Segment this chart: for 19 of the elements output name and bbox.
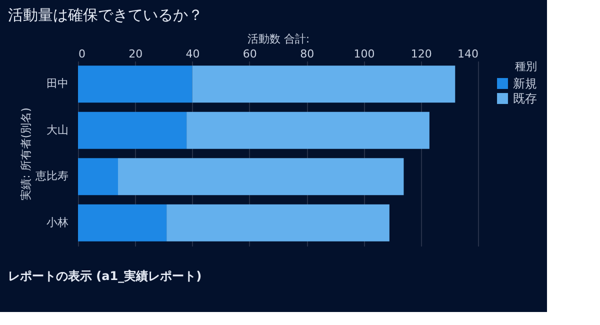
y-tick-label: 大山	[46, 123, 68, 136]
x-tick-label: 20	[128, 48, 143, 60]
y-axis-title: 実績: 所有者(別名)	[20, 108, 32, 200]
x-tick-label: 100	[354, 48, 375, 60]
y-tick-label: 田中	[46, 77, 68, 90]
chart-title: 活動量は確保できているか？	[8, 6, 203, 24]
y-tick-label: 小林	[46, 216, 68, 229]
x-tick-label: 60	[242, 48, 257, 60]
text: レポートの表示 (a1_実績レポート)	[8, 269, 202, 283]
y-tick-label: 恵比寿	[34, 170, 68, 183]
x-tick-label: 40	[186, 48, 200, 60]
x-tick-label: 120	[410, 48, 432, 60]
x-tick-label: 80	[300, 48, 314, 60]
x-axis-title: 活動数 合計:	[247, 32, 310, 46]
legend-label: 新規	[513, 76, 537, 90]
legend-label: 既存	[513, 92, 537, 106]
x-tick-label: 0	[78, 48, 86, 60]
legend-title: 種別	[515, 60, 537, 73]
x-tick-label: 140	[458, 48, 478, 60]
